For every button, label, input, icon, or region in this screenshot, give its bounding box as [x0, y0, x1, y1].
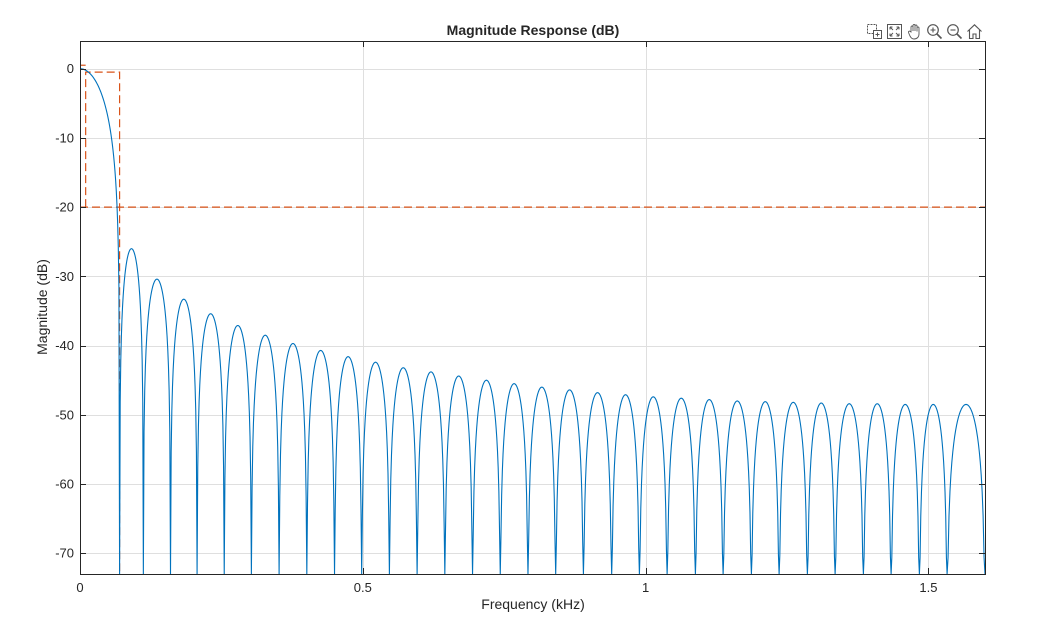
restore-view-icon: [887, 23, 902, 39]
y-tick-label: -40: [55, 338, 74, 353]
y-axis-label: Magnitude (dB): [34, 259, 50, 355]
magnitude-line: [79, 68, 986, 575]
y-tick-label: -70: [55, 546, 74, 561]
brush-export-button[interactable]: [865, 21, 884, 41]
zoom-in-icon: [927, 23, 943, 39]
pan-button[interactable]: [905, 21, 924, 41]
response-curve: [79, 68, 986, 575]
zoom-out-button[interactable]: [945, 21, 964, 41]
home-icon: [967, 23, 982, 39]
zoom-out-icon: [947, 23, 963, 39]
x-tick-label: 0: [76, 580, 83, 595]
pan-hand-icon: [908, 23, 920, 39]
y-tick-label: -20: [55, 200, 74, 215]
plot-area[interactable]: [80, 41, 985, 574]
axes-box: [80, 41, 986, 575]
y-tick-label: -60: [55, 477, 74, 492]
y-tick-label: -50: [55, 407, 74, 422]
mask-passband-line: [85, 71, 121, 574]
x-axis-label: Frequency (kHz): [481, 596, 584, 612]
zoom-in-button[interactable]: [925, 21, 944, 41]
y-tick-label: 0: [67, 61, 74, 76]
y-tick-label: -30: [55, 269, 74, 284]
home-button[interactable]: [965, 21, 984, 41]
axis-ticks: 0 0.5 1 1.5 0 -10 -20 -30 -40 -50 -60 -70: [55, 41, 985, 595]
x-tick-label: 1: [642, 580, 649, 595]
chart-title: Magnitude Response (dB): [447, 22, 620, 38]
axes-toolbar: [865, 21, 984, 41]
brush-export-icon: [867, 23, 882, 39]
restore-view-button[interactable]: [885, 21, 904, 41]
y-tick-label: -10: [55, 130, 74, 145]
x-tick-label: 0.5: [354, 580, 372, 595]
x-tick-label: 1.5: [919, 580, 937, 595]
